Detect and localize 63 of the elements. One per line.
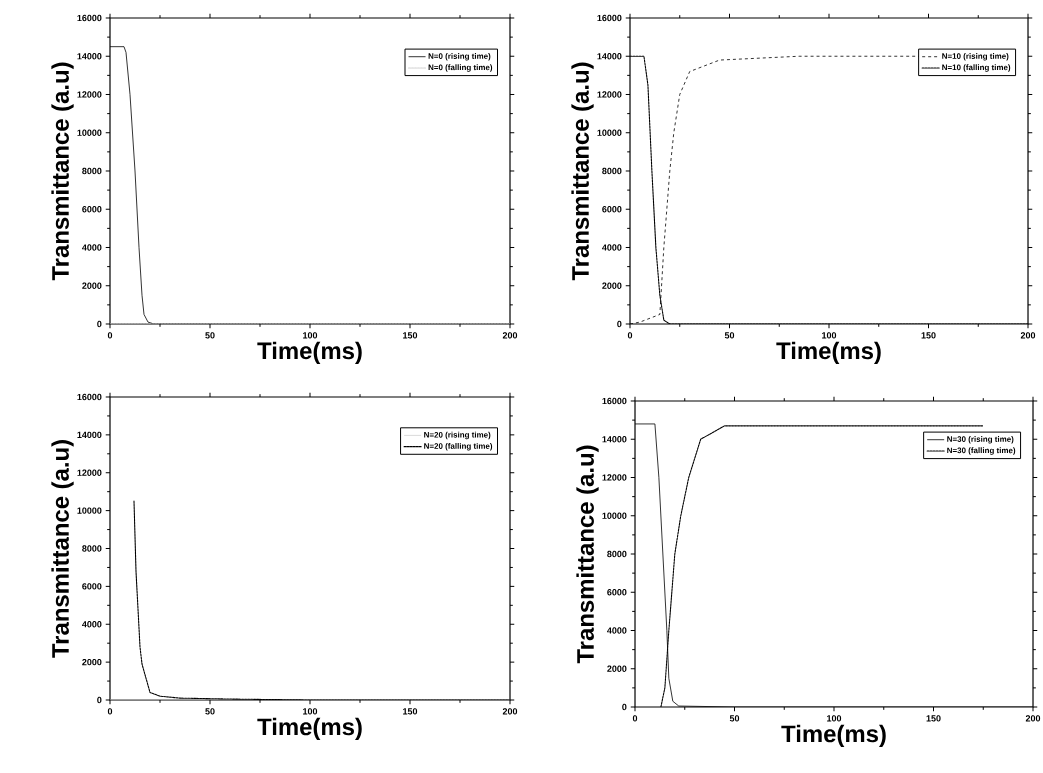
- y-tick-label: 0: [617, 320, 622, 328]
- y-tick-label: 16000: [77, 14, 102, 22]
- y-tick-label: 4000: [602, 244, 622, 251]
- x-axis-title: Time(ms): [776, 341, 881, 365]
- y-axis-title: Transmittance (a.u): [576, 445, 599, 664]
- x-axis-title: Time(ms): [257, 717, 362, 741]
- y-tick-label: 4000: [82, 244, 102, 251]
- y-axis-title: Transmittance (a.u): [51, 62, 74, 281]
- y-tick-label: 2000: [82, 658, 102, 666]
- y-tick-label: 8000: [607, 550, 627, 558]
- x-tick-label: 200: [1020, 332, 1036, 339]
- y-axis-title: Transmittance (a.u): [51, 440, 74, 658]
- y-tick-label: 4000: [82, 621, 102, 628]
- y-tick-label: 14000: [602, 436, 627, 443]
- y-tick-label: 14000: [77, 53, 102, 60]
- x-tick-label: 150: [926, 715, 941, 722]
- y-tick-label: 16000: [597, 14, 622, 22]
- y-axis-title: Transmittance (a.u): [571, 62, 594, 281]
- x-tick-label: 0: [107, 332, 113, 339]
- x-tick-label: 150: [921, 332, 936, 339]
- y-tick-label: 12000: [77, 469, 102, 476]
- y-tick-label: 0: [97, 320, 102, 328]
- y-tick-label: 6000: [82, 206, 102, 213]
- x-tick-label: 200: [502, 708, 518, 715]
- y-tick-label: 10000: [602, 512, 627, 519]
- x-tick-label: 200: [1025, 715, 1041, 722]
- x-axis-title: Time(ms): [257, 341, 362, 365]
- y-tick-label: 12000: [597, 91, 622, 98]
- y-tick-label: 2000: [607, 665, 627, 672]
- y-tick-label: 10000: [77, 129, 102, 136]
- y-tick-label: 0: [97, 696, 102, 704]
- x-tick-label: 100: [822, 332, 837, 339]
- y-tick-label: 6000: [607, 589, 627, 596]
- x-axis-title: Time(ms): [781, 724, 886, 748]
- y-tick-label: 14000: [77, 431, 102, 439]
- y-tick-label: 16000: [602, 397, 627, 405]
- y-tick-label: 2000: [602, 282, 622, 289]
- y-tick-label: 6000: [82, 583, 102, 590]
- y-tick-label: 12000: [77, 91, 102, 98]
- x-tick-label: 50: [205, 708, 215, 715]
- x-tick-label: 100: [827, 715, 842, 722]
- y-tick-label: 2000: [82, 282, 102, 289]
- x-tick-label: 50: [729, 715, 740, 722]
- y-tick-label: 8000: [82, 167, 102, 175]
- x-tick-label: 200: [502, 332, 518, 339]
- y-tick-label: 10000: [77, 507, 102, 514]
- x-tick-label: 0: [107, 708, 113, 715]
- y-tick-label: 6000: [602, 206, 622, 213]
- x-tick-label: 50: [724, 332, 735, 339]
- y-tick-label: 14000: [597, 53, 622, 60]
- x-tick-label: 100: [303, 708, 318, 715]
- y-tick-label: 4000: [607, 627, 627, 634]
- y-tick-label: 10000: [597, 129, 622, 136]
- y-tick-label: 16000: [77, 393, 102, 401]
- x-tick-label: 100: [303, 332, 318, 339]
- y-tick-label: 8000: [602, 167, 622, 175]
- y-tick-label: 12000: [602, 474, 627, 481]
- x-tick-label: 150: [403, 332, 418, 339]
- y-tick-label: 8000: [82, 545, 102, 552]
- x-tick-label: 50: [205, 332, 215, 339]
- x-tick-label: 0: [632, 715, 638, 722]
- x-tick-label: 0: [627, 332, 633, 339]
- x-tick-label: 150: [403, 708, 418, 715]
